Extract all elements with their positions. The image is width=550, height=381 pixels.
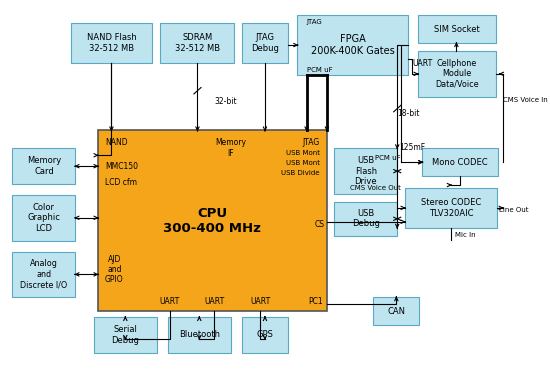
Text: JTAG: JTAG [306,19,322,25]
Text: AJD
and
GPIO: AJD and GPIO [105,255,124,284]
Text: Memory
Card: Memory Card [27,157,61,176]
FancyBboxPatch shape [97,130,327,311]
FancyBboxPatch shape [161,23,234,63]
FancyBboxPatch shape [13,195,75,241]
Text: MMC150: MMC150 [105,162,138,171]
FancyBboxPatch shape [298,15,408,75]
Text: GPS: GPS [256,330,273,339]
Text: Stereo CODEC
TLV320AIC: Stereo CODEC TLV320AIC [421,198,481,218]
Text: SIM Socket: SIM Socket [434,25,480,34]
Text: SDRAM
32-512 MB: SDRAM 32-512 MB [175,34,220,53]
Text: LCD cfm: LCD cfm [105,178,137,187]
Text: CAN: CAN [387,307,405,315]
Text: FPGA
200K-400K Gates: FPGA 200K-400K Gates [311,34,395,56]
Text: NAND: NAND [105,138,128,147]
Text: Analog
and
Discrete I/O: Analog and Discrete I/O [20,259,68,289]
Text: PCM uF: PCM uF [306,67,332,73]
FancyBboxPatch shape [334,148,397,194]
Text: UART: UART [250,297,271,306]
Text: Cellphone
Module
Data/Voice: Cellphone Module Data/Voice [435,59,478,89]
FancyBboxPatch shape [405,188,497,228]
FancyBboxPatch shape [373,297,420,325]
FancyBboxPatch shape [422,148,498,176]
Text: USB
Flash
Drive: USB Flash Drive [354,156,377,186]
Text: CMS Voice In: CMS Voice In [503,97,547,103]
Text: USB
Debug: USB Debug [352,209,379,229]
Text: PCM uF: PCM uF [375,155,401,161]
Text: USB Divide: USB Divide [281,170,320,176]
Text: 18-bit: 18-bit [397,109,420,118]
Text: USB Mont: USB Mont [285,160,320,166]
FancyBboxPatch shape [242,317,288,353]
FancyBboxPatch shape [13,251,75,297]
FancyBboxPatch shape [242,23,288,63]
FancyBboxPatch shape [334,202,397,236]
Text: JTAG: JTAG [302,138,320,147]
Text: UART: UART [412,59,432,68]
Text: Line Out: Line Out [499,207,529,213]
Text: NAND Flash
32-512 MB: NAND Flash 32-512 MB [86,34,136,53]
Text: CS: CS [315,220,325,229]
Text: UART: UART [204,297,224,306]
Text: 125mF: 125mF [399,143,425,152]
FancyBboxPatch shape [94,317,157,353]
FancyBboxPatch shape [13,148,75,184]
Text: Mic In: Mic In [454,232,475,238]
Text: Serial
Debug: Serial Debug [112,325,139,345]
Text: UART: UART [160,297,180,306]
FancyBboxPatch shape [71,23,152,63]
FancyBboxPatch shape [417,15,496,43]
Text: Memory
IF: Memory IF [215,138,246,158]
Text: Color
Graphic
LCD: Color Graphic LCD [28,203,60,233]
Text: Mono CODEC: Mono CODEC [432,158,488,167]
Text: CPU
300-400 MHz: CPU 300-400 MHz [163,207,261,235]
Text: CMS Voice Out: CMS Voice Out [350,185,401,191]
Text: 32-bit: 32-bit [214,97,236,106]
Text: PC1: PC1 [309,297,323,306]
Text: JTAG
Debug: JTAG Debug [251,34,279,53]
Text: USB Mont: USB Mont [285,150,320,156]
Text: Bluetooth: Bluetooth [179,330,220,339]
FancyBboxPatch shape [417,51,496,97]
FancyBboxPatch shape [168,317,231,353]
